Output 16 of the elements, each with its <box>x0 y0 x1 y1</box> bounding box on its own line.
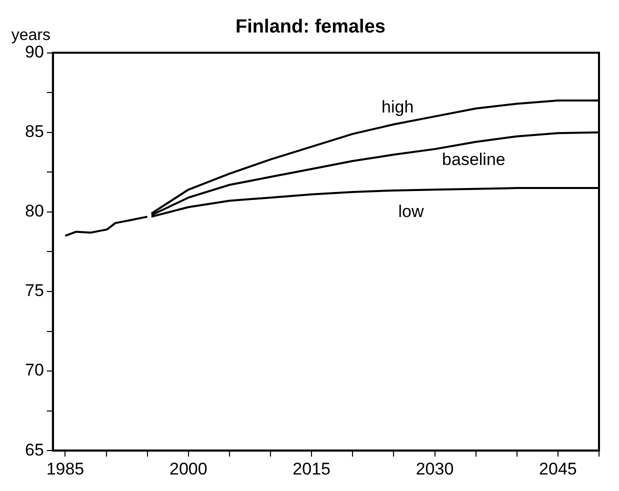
x-tick-label: 2045 <box>539 459 577 478</box>
chart-title: Finland: females <box>236 16 386 38</box>
x-tick-label: 2030 <box>416 459 454 478</box>
series-label: low <box>398 202 425 221</box>
series-label: high <box>382 97 414 116</box>
y-tick-label: 90 <box>24 42 44 62</box>
y-tick-label: 85 <box>24 122 44 142</box>
y-tick-label: 65 <box>24 440 44 460</box>
y-tick-label: 80 <box>24 202 44 221</box>
y-tick-label: 75 <box>24 281 44 300</box>
y-tick-label: 70 <box>24 360 44 380</box>
x-tick-label: 2000 <box>169 459 208 478</box>
series-label: baseline <box>442 150 506 169</box>
x-tick-label: 1985 <box>46 459 84 478</box>
x-tick-label: 2015 <box>292 459 330 478</box>
y-axis-title: years <box>11 27 50 44</box>
